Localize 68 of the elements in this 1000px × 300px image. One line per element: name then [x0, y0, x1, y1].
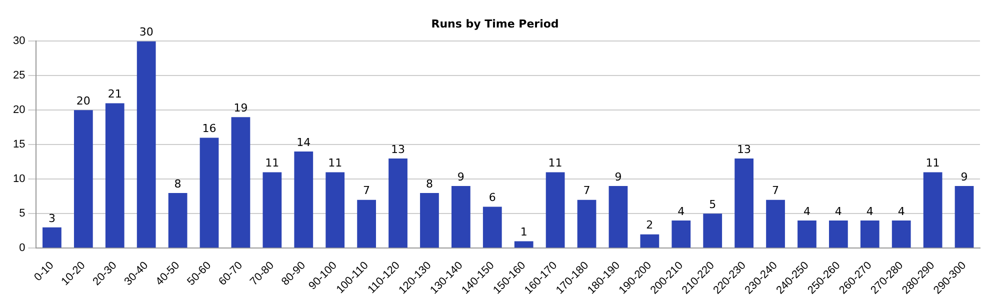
bar: [388, 158, 408, 248]
bar: [577, 200, 596, 248]
data-label: 9: [960, 170, 968, 184]
y-tick-label: 10: [12, 173, 26, 186]
data-label: 16: [202, 122, 216, 136]
y-tick-label: 20: [12, 104, 26, 116]
y-tick-label: 30: [12, 35, 26, 48]
bar: [672, 220, 691, 248]
data-label: 11: [328, 156, 342, 170]
bar: [420, 192, 439, 248]
bar: [105, 103, 124, 248]
data-label: 4: [866, 204, 874, 218]
bar: [231, 117, 250, 248]
bar: [357, 200, 376, 248]
y-tick-label: 0: [19, 242, 26, 254]
data-label: 11: [265, 156, 280, 170]
data-label: 7: [583, 184, 590, 198]
bar: [42, 227, 62, 248]
chart-title: Runs by Time Period: [431, 17, 559, 30]
bar: [923, 172, 942, 248]
data-label: 4: [678, 204, 685, 218]
bar: [74, 110, 93, 248]
data-label: 30: [139, 26, 154, 39]
bar: [451, 186, 470, 248]
data-label: 4: [898, 204, 905, 218]
bar: [200, 138, 219, 248]
bar: [136, 41, 156, 248]
bar: [294, 152, 314, 248]
data-label: 8: [174, 177, 182, 190]
bar: [546, 172, 565, 248]
data-label: 14: [296, 136, 311, 149]
bar: [766, 200, 785, 248]
bar: [262, 172, 282, 248]
data-label: 13: [391, 142, 406, 156]
bar: [892, 220, 911, 248]
data-label: 1: [520, 226, 528, 239]
bar: [640, 234, 660, 248]
data-label: 4: [834, 204, 842, 218]
bar: [514, 241, 534, 248]
bar: [734, 158, 754, 248]
bar: [954, 186, 974, 248]
bar: [608, 186, 628, 248]
data-label: 19: [234, 101, 248, 114]
data-label: 4: [803, 204, 810, 218]
data-label: 11: [926, 156, 940, 170]
data-label: 20: [76, 94, 90, 108]
data-label: 5: [709, 198, 716, 211]
data-label: 8: [426, 177, 433, 190]
y-tick-label: 25: [12, 70, 26, 82]
data-label: 21: [108, 88, 122, 101]
bar: [860, 220, 880, 248]
data-label: 2: [646, 218, 654, 232]
data-label: 13: [737, 142, 752, 156]
bar: [168, 192, 188, 248]
bar: [798, 220, 816, 248]
data-label: 7: [363, 184, 370, 198]
bar: [829, 220, 848, 248]
bar: [326, 172, 345, 248]
data-label: 3: [48, 212, 56, 225]
data-label: 9: [457, 170, 464, 184]
bar: [482, 206, 502, 248]
data-label: 11: [548, 156, 562, 170]
data-label: 6: [488, 191, 496, 204]
y-tick-label: 15: [12, 138, 26, 151]
data-label: 9: [614, 170, 622, 184]
y-tick-label: 5: [19, 208, 26, 220]
bar: [703, 214, 722, 248]
data-label: 7: [772, 184, 780, 198]
